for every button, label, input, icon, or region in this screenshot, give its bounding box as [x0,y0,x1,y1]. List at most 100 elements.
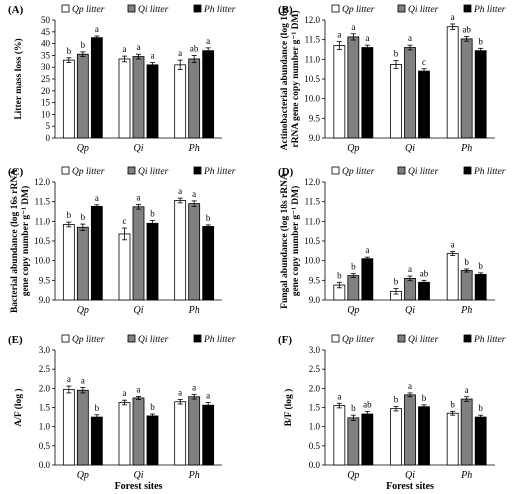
y-tick-label: 10.5 [34,236,50,246]
y-tick-label: 12.0 [304,177,320,187]
y-tick-label: 9.0 [309,133,321,143]
significance-letter: a [451,12,455,22]
bar [347,275,360,301]
significance-letter: a [206,36,210,46]
y-axis-label-line: gene copy number g⁻¹ DM) [290,186,301,297]
legend-label: Ph litter [473,167,506,177]
significance-letter: a [178,387,182,397]
legend-swatch [397,4,406,13]
x-tick-label: Ph [460,305,472,316]
significance-letter: a [95,193,99,203]
bar [418,281,430,301]
significance-letter: a [337,391,341,401]
panel-label: (E) [8,334,23,346]
significance-letter: b [422,393,427,403]
significance-letter: a [451,240,455,250]
y-tick-label: 0.0 [39,460,51,470]
bar [174,64,187,139]
bar [460,38,473,139]
significance-letter: a [365,33,369,43]
significance-letter: a [81,376,85,386]
y-tick-label: 12.0 [34,177,50,187]
bar [188,396,201,466]
panel-label: (F) [278,334,292,346]
x-tick-label: Qp [77,305,89,316]
bar [361,47,374,139]
bar [76,226,89,301]
legend-label: Ph litter [203,167,236,177]
significance-letter: ab [420,268,429,278]
chart-panel: (E) Qp litter Qi litter Ph litter 0.0 0.5 1.0 1… [8,334,236,481]
bar [90,416,103,466]
y-tick-label: 9.0 [39,295,51,305]
significance-letter: b [95,403,100,413]
legend-label: Qp litter [72,335,105,345]
y-tick-label: 5 [46,121,51,131]
x-tick-label: Qp [77,470,89,481]
bar [404,394,416,466]
bar [446,412,459,466]
y-axis-label-line: B/F (log ) [283,389,294,427]
legend-label: Ph litter [203,5,236,15]
bar [118,233,131,301]
significance-letter: a [137,42,141,52]
significance-letter: a [123,388,127,398]
y-axis-label: Fungal abundance (log 18s rRNAgene copy … [279,173,301,309]
x-tick-label: Qp [347,470,359,481]
y-tick-label: 10.0 [34,256,50,266]
y-tick-label: 2.5 [309,364,321,374]
legend-label: Qi litter [138,335,169,345]
significance-letter: b [394,49,399,59]
significance-letter: a [137,192,141,202]
legend-swatch [127,166,136,175]
x-tick-label: Ph [188,305,200,316]
bar [132,206,145,301]
significance-letter: b [394,394,399,404]
significance-letter: a [408,381,412,391]
y-tick-label: 9.0 [309,295,321,305]
y-axis-label-line: A/F (log ) [13,388,24,426]
significance-letter: a [67,374,71,384]
bar [132,397,145,466]
legend-swatch [193,4,202,13]
significance-letter: b [478,36,483,46]
y-tick-label: 2.0 [39,383,51,393]
x-tick-label: Qi [134,470,144,481]
y-tick-label: 20 [41,86,51,96]
legend-swatch [193,334,202,343]
bar [76,389,89,466]
x-tick-label: Qi [134,143,144,154]
significance-letter: a [192,189,196,199]
bar [146,415,159,466]
y-tick-label: 25 [41,74,51,84]
bar [90,37,103,139]
legend-swatch [127,4,136,13]
significance-letter: a [151,50,155,60]
significance-letter: a [337,30,341,40]
significance-letter: a [95,24,99,34]
legend-swatch [331,4,340,13]
bar [404,47,416,139]
y-tick-label: 11.5 [35,197,51,207]
y-axis-label-line: gene copy number g⁻¹ DM) [20,186,31,297]
y-tick-label: 10.0 [304,256,320,266]
bar [62,389,75,466]
y-axis-label-line: rRNA gene copy number g⁻¹ DM) [290,10,301,147]
bar [188,203,201,301]
bar [202,226,215,301]
y-tick-label: 35 [41,50,51,60]
significance-letter: b [450,399,455,409]
bar [90,205,103,301]
y-tick-label: 45 [41,27,51,37]
x-tick-label: Ph [188,470,200,481]
legend-swatch [61,334,70,343]
significance-letter: a [351,22,355,32]
bar [118,402,131,466]
bar [404,277,416,301]
panel-label: (B) [278,4,293,16]
y-tick-label: 1.0 [39,422,51,432]
y-tick-label: 12.0 [304,15,320,25]
x-tick-label: Qi [405,470,415,481]
bar [347,36,360,139]
legend-label: Ph litter [473,335,506,345]
